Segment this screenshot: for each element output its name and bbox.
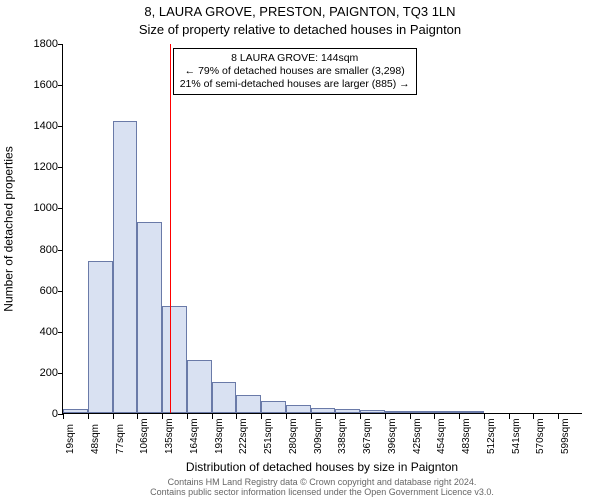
x-tick-label: 367sqm — [362, 418, 373, 454]
x-tick-label: 251sqm — [263, 418, 274, 454]
y-tick-label: 1200 — [18, 161, 58, 173]
x-tick-mark — [113, 414, 114, 419]
x-tick-mark — [162, 414, 163, 419]
x-tick-label: 483sqm — [461, 418, 472, 454]
y-tick-label: 600 — [18, 285, 58, 297]
histogram-bar — [187, 360, 212, 413]
x-tick-label: 338sqm — [337, 418, 348, 454]
callout-line: ← 79% of detached houses are smaller (3,… — [180, 65, 410, 78]
x-tick-mark — [63, 414, 64, 419]
x-tick-label: 193sqm — [214, 418, 225, 454]
x-tick-mark — [286, 414, 287, 419]
x-tick-label: 396sqm — [387, 418, 398, 454]
histogram-bar — [286, 405, 311, 413]
x-tick-mark — [311, 414, 312, 419]
y-tick-label: 1400 — [18, 120, 58, 132]
x-tick-label: 454sqm — [436, 418, 447, 454]
y-tick-label: 1000 — [18, 202, 58, 214]
chart-plot-area: 8 LAURA GROVE: 144sqm← 79% of detached h… — [62, 44, 582, 414]
y-axis-label: Number of detached properties — [2, 44, 16, 414]
page-title-line1: 8, LAURA GROVE, PRESTON, PAIGNTON, TQ3 1… — [0, 4, 600, 19]
y-tick-label: 0 — [18, 408, 58, 420]
y-tick-mark — [58, 373, 63, 374]
x-tick-label: 541sqm — [511, 418, 522, 454]
x-tick-label: 309sqm — [313, 418, 324, 454]
x-tick-label: 19sqm — [65, 424, 76, 454]
histogram-bar — [88, 261, 113, 413]
y-tick-mark — [58, 85, 63, 86]
reference-callout: 8 LAURA GROVE: 144sqm← 79% of detached h… — [173, 48, 417, 95]
y-tick-mark — [58, 208, 63, 209]
histogram-bar — [311, 408, 336, 413]
x-tick-label: 570sqm — [535, 418, 546, 454]
histogram-bar — [113, 121, 138, 413]
footer-attribution: Contains HM Land Registry data © Crown c… — [62, 478, 582, 498]
x-tick-mark — [360, 414, 361, 419]
histogram-bar — [459, 411, 484, 413]
y-axis-label-text: Number of detached properties — [2, 146, 16, 311]
x-tick-label: 164sqm — [189, 418, 200, 454]
callout-line: 8 LAURA GROVE: 144sqm — [180, 52, 410, 65]
page-title-line2: Size of property relative to detached ho… — [0, 22, 600, 37]
histogram-bar — [434, 411, 459, 413]
x-tick-label: 77sqm — [115, 424, 126, 454]
histogram-bar — [162, 306, 187, 413]
histogram-bar — [385, 411, 410, 413]
x-tick-mark — [509, 414, 510, 419]
x-tick-label: 425sqm — [412, 418, 423, 454]
histogram-bar — [212, 382, 237, 413]
x-tick-mark — [410, 414, 411, 419]
histogram-bar — [410, 411, 435, 413]
x-tick-label: 222sqm — [238, 418, 249, 454]
reference-line — [170, 44, 171, 413]
y-tick-mark — [58, 44, 63, 45]
x-tick-mark — [212, 414, 213, 419]
y-tick-mark — [58, 291, 63, 292]
histogram-bar — [63, 409, 88, 413]
x-tick-mark — [187, 414, 188, 419]
y-tick-label: 200 — [18, 367, 58, 379]
x-tick-mark — [484, 414, 485, 419]
histogram-bar — [360, 410, 385, 413]
y-tick-mark — [58, 126, 63, 127]
x-tick-mark — [88, 414, 89, 419]
x-tick-label: 280sqm — [288, 418, 299, 454]
y-tick-mark — [58, 250, 63, 251]
y-tick-mark — [58, 167, 63, 168]
y-tick-label: 400 — [18, 326, 58, 338]
histogram-bar — [335, 409, 360, 413]
histogram-bar — [236, 395, 261, 414]
y-tick-label: 1800 — [18, 38, 58, 50]
y-tick-label: 800 — [18, 244, 58, 256]
y-tick-label: 1600 — [18, 79, 58, 91]
footer-line: Contains public sector information licen… — [62, 488, 582, 498]
callout-line: 21% of semi-detached houses are larger (… — [180, 78, 410, 91]
y-tick-mark — [58, 332, 63, 333]
x-axis-label: Distribution of detached houses by size … — [62, 460, 582, 474]
x-tick-label: 106sqm — [139, 418, 150, 454]
x-tick-label: 599sqm — [560, 418, 571, 454]
x-tick-label: 135sqm — [164, 418, 175, 454]
histogram-bar — [261, 401, 286, 413]
x-tick-mark — [261, 414, 262, 419]
x-tick-label: 48sqm — [90, 424, 101, 454]
histogram-bar — [137, 222, 162, 413]
x-tick-label: 512sqm — [486, 418, 497, 454]
x-tick-mark — [385, 414, 386, 419]
